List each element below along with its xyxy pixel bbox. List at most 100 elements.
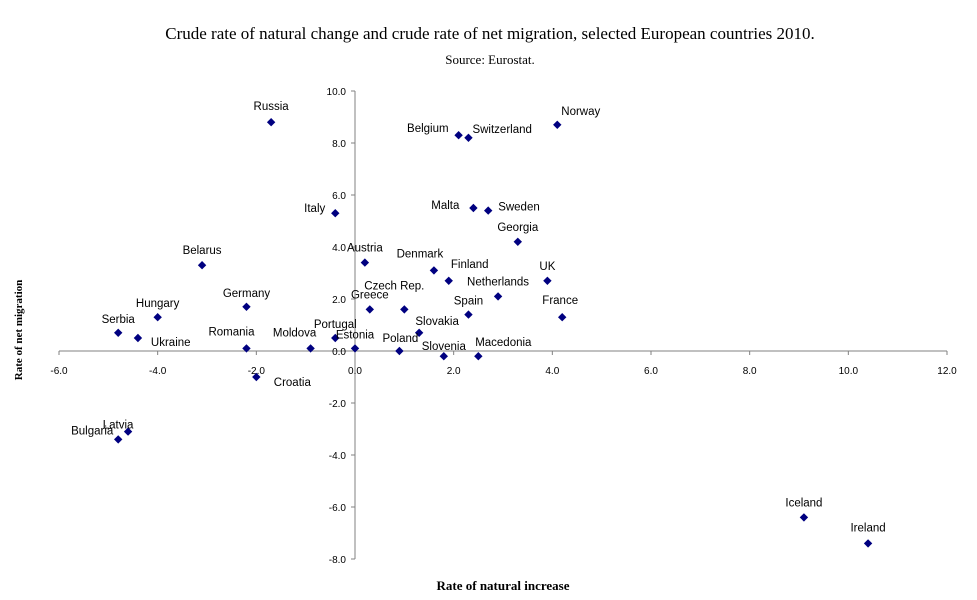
point-label: Austria: [347, 243, 383, 255]
point-label: Slovenia: [422, 341, 467, 353]
point-label: Belgium: [407, 123, 449, 135]
data-point-switzerland: [464, 133, 473, 142]
data-point-hungary: [153, 313, 162, 322]
data-points: [114, 118, 873, 548]
y-tick-label: 0.0: [332, 347, 346, 358]
data-point-ukraine: [133, 333, 143, 343]
point-label: Sweden: [498, 202, 540, 214]
point-label: Iceland: [785, 497, 822, 509]
point-label: Spain: [454, 296, 483, 308]
x-tick-label: 4.0: [545, 366, 559, 377]
point-label: Ireland: [850, 522, 885, 534]
point-label: Germany: [223, 288, 271, 300]
data-point-netherlands: [493, 292, 503, 301]
y-tick-label: 8.0: [332, 139, 346, 150]
y-tick-label: -2.0: [329, 399, 347, 410]
data-point-slovakia: [414, 328, 424, 337]
data-point-uk: [543, 276, 552, 285]
point-label: Malta: [431, 200, 460, 212]
point-label: Netherlands: [467, 276, 529, 288]
data-point-russia: [266, 118, 276, 127]
data-point-finland: [444, 276, 453, 285]
x-axis-label: Rate of natural increase: [437, 578, 570, 593]
data-point-malta: [469, 203, 478, 213]
data-point-latvia: [123, 427, 133, 436]
y-tick-label: -6.0: [329, 503, 347, 514]
point-label: Estonia: [336, 329, 375, 341]
x-tick-label: 6.0: [644, 366, 658, 377]
data-point-estonia: [350, 344, 360, 353]
point-label: Serbia: [102, 314, 136, 326]
data-point-slovenia: [439, 352, 448, 361]
data-point-serbia: [114, 328, 123, 337]
data-point-spain: [464, 310, 473, 319]
point-labels: Russia Belgium Switzerland Norway Italy Malta…: [71, 101, 886, 534]
data-point-denmark: [429, 266, 439, 275]
data-point-greece: [365, 305, 374, 314]
data-point-georgia: [513, 237, 522, 246]
point-label: Latvia: [103, 420, 134, 432]
x-tick-label: -2.0: [248, 366, 266, 377]
data-point-germany: [242, 302, 251, 311]
data-point-belarus: [197, 261, 207, 270]
data-point-ireland: [863, 539, 873, 548]
point-label: Switzerland: [472, 124, 531, 136]
x-tick-label: 2.0: [447, 366, 461, 377]
data-point-poland: [395, 346, 404, 356]
data-point-romania: [242, 344, 251, 353]
x-tick-label: 0.0: [348, 366, 362, 377]
point-label: Slovakia: [415, 316, 459, 328]
point-label: Russia: [254, 101, 290, 113]
y-tick-label: 2.0: [332, 295, 346, 306]
data-point-croatia: [252, 372, 261, 382]
point-label: Croatia: [274, 377, 312, 389]
point-label: Ukraine: [151, 337, 191, 349]
point-label: Portugal: [314, 319, 357, 331]
point-label: Macedonia: [475, 337, 532, 349]
point-label: Georgia: [497, 222, 539, 234]
data-point-italy: [331, 209, 340, 218]
x-tick-label: 10.0: [839, 366, 859, 377]
point-label: Romania: [208, 326, 255, 338]
y-tick-label: 6.0: [332, 191, 346, 202]
point-label: UK: [539, 261, 555, 273]
y-tick-label: 10.0: [327, 87, 347, 98]
data-point-belgium: [454, 131, 463, 140]
point-label: Norway: [561, 106, 600, 118]
x-tick-label: -4.0: [149, 366, 167, 377]
data-point-sweden: [484, 206, 493, 215]
point-label: Poland: [382, 333, 418, 345]
y-tick-label: -8.0: [329, 555, 347, 566]
y-axis-label: Rate of net migration: [13, 280, 25, 381]
point-label: Hungary: [136, 298, 180, 310]
point-label: Greece: [351, 289, 389, 301]
data-point-moldova: [306, 344, 315, 353]
x-tick-label: 12.0: [937, 366, 957, 377]
point-label: Bulgaria: [71, 425, 114, 437]
x-tick-label: 8.0: [743, 366, 757, 377]
data-point-portugal: [331, 333, 340, 343]
point-label: France: [542, 295, 578, 307]
point-label: Italy: [304, 203, 325, 215]
x-tick-label: -6.0: [50, 366, 68, 377]
y-tick-label: -4.0: [329, 451, 347, 462]
chart-title: Crude rate of natural change and crude r…: [165, 24, 815, 43]
y-tick-labels: 10.0 8.0 6.0 4.0 2.0 0.0 -2.0 -4.0 -6.0 -8.0: [327, 87, 347, 566]
data-point-bulgaria: [114, 435, 123, 444]
data-point-macedonia: [474, 352, 483, 361]
data-point-czech-rep-: [400, 305, 409, 314]
chart-subtitle: Source: Eurostat.: [445, 52, 535, 67]
point-label: Belarus: [183, 245, 222, 257]
point-label: Denmark: [397, 248, 444, 260]
point-label: Finland: [451, 259, 489, 271]
x-tick-labels: -6.0 -4.0 -2.0 0.0 2.0 4.0 6.0 8.0 10.0 12.0: [50, 366, 957, 377]
y-tick-label: 4.0: [332, 243, 346, 254]
axes: [58, 90, 948, 560]
data-point-norway: [553, 120, 562, 129]
point-label: Czech Rep.: [364, 280, 424, 292]
data-point-france: [558, 313, 567, 322]
point-label: Moldova: [273, 327, 317, 339]
data-point-iceland: [799, 513, 809, 522]
data-point-austria: [360, 258, 370, 267]
